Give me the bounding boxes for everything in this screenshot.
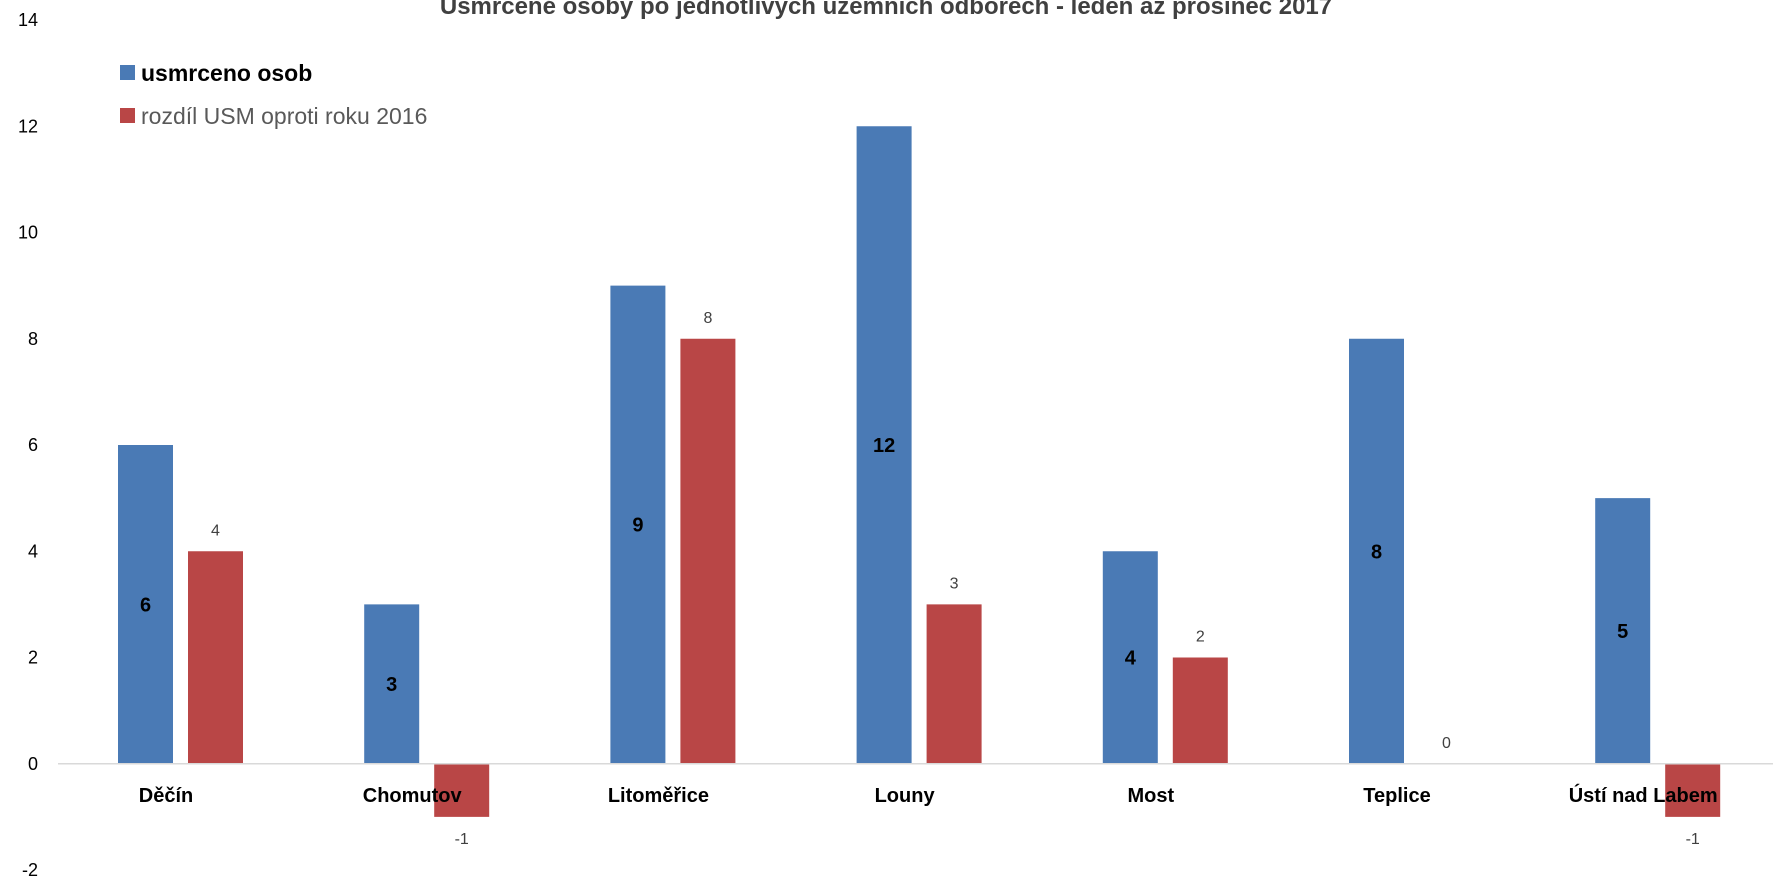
bar-usmrceno: [1349, 338, 1404, 764]
x-tick-label: Ústí nad Labem: [1569, 783, 1718, 807]
bar-usmrceno: [856, 126, 912, 764]
bar-usmrceno: [610, 285, 666, 764]
bar-usmrceno: [118, 445, 173, 764]
data-label-usmrceno: 8: [1371, 541, 1382, 563]
data-label-usmrceno: 4: [1125, 648, 1137, 670]
data-label-rozdil: 2: [1196, 629, 1205, 646]
data-label-rozdil: -1: [455, 831, 469, 848]
y-tick-label: 14: [18, 10, 38, 30]
chart-title: Usmrcené osoby po jednotlivých územních …: [440, 0, 1332, 20]
legend-label-rozdil: rozdíl USM oproti roku 2016: [141, 103, 427, 129]
data-label-usmrceno: 3: [386, 674, 397, 696]
data-label-usmrceno: 6: [140, 594, 151, 616]
legend-swatch-usmrceno: [120, 65, 135, 80]
bar-rozdil: [1172, 657, 1228, 764]
bars: [118, 126, 1721, 817]
y-tick-label: 0: [28, 754, 38, 774]
data-label-usmrceno: 9: [632, 515, 643, 537]
bar-rozdil: [1665, 763, 1721, 817]
legend-swatch-rozdil: [120, 108, 135, 123]
bar-rozdil: [434, 763, 490, 817]
data-label-rozdil: -1: [1686, 831, 1700, 848]
legend-label-usmrceno: usmrceno osob: [141, 60, 312, 86]
x-axis: Děčín Chomutov Litoměřice Louny Most Teplice Ú…: [139, 783, 1718, 807]
x-tick-label: Louny: [875, 785, 936, 807]
y-tick-label: 6: [28, 435, 38, 455]
x-tick-label: Chomutov: [363, 785, 463, 807]
data-labels: 6 4 3 -1 9 8 12 3 4 2 8 0 5 -1: [140, 310, 1700, 848]
x-tick-label: Litoměřice: [608, 785, 709, 807]
y-tick-label: 4: [28, 541, 38, 561]
x-tick-label: Most: [1127, 785, 1174, 807]
y-tick-label: 2: [28, 648, 38, 668]
bar-rozdil: [680, 338, 736, 764]
data-label-usmrceno: 12: [873, 435, 895, 457]
y-tick-label: 8: [28, 329, 38, 349]
x-tick-label: Děčín: [139, 785, 193, 807]
data-label-rozdil: 3: [950, 575, 959, 592]
data-label-usmrceno: 5: [1617, 621, 1628, 643]
x-tick-label: Teplice: [1363, 785, 1430, 807]
bar-usmrceno: [1102, 551, 1158, 764]
bar-usmrceno: [1595, 498, 1651, 764]
y-tick-label: 12: [18, 116, 38, 136]
y-tick-label: 10: [18, 223, 38, 243]
legend: usmrceno osob rozdíl USM oproti roku 201…: [120, 60, 427, 129]
y-axis: -2 0 2 4 6 8 10 12 14: [18, 10, 38, 880]
bar-rozdil: [926, 604, 982, 764]
bar-usmrceno: [364, 604, 420, 764]
y-tick-label: -2: [22, 860, 38, 880]
data-label-rozdil: 0: [1442, 735, 1451, 752]
bar-rozdil: [188, 551, 243, 764]
data-label-rozdil: 4: [211, 522, 220, 539]
data-label-rozdil: 8: [703, 310, 712, 327]
